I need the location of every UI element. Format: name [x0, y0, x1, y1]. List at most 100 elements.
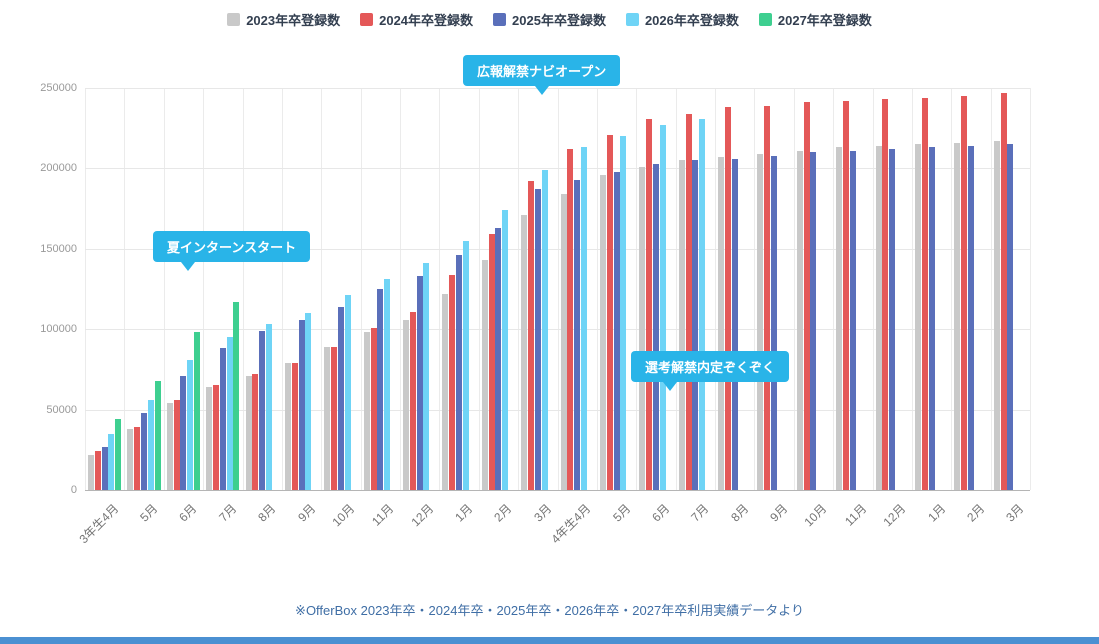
bar — [764, 105, 771, 490]
bar — [409, 311, 416, 490]
x-axis-label: 9月 — [767, 501, 791, 525]
bar — [226, 337, 233, 490]
x-axis-label: 6月 — [649, 501, 673, 525]
bar — [284, 362, 291, 490]
source-note: ※OfferBox 2023年卒・2024年卒・2025年卒・2026年卒・20… — [295, 603, 804, 618]
bar — [108, 433, 115, 490]
bar — [495, 227, 502, 490]
bar — [928, 147, 935, 490]
legend-swatch-icon — [227, 13, 241, 26]
gridline — [85, 409, 1030, 411]
bar — [233, 301, 240, 490]
gridline — [242, 88, 244, 490]
annotation-selection-offers: 選考解禁内定ぞくぞく — [631, 351, 790, 391]
legend-item[interactable]: 2027年卒登録数 — [758, 10, 872, 29]
bar — [836, 147, 843, 490]
bar — [363, 332, 370, 490]
bar — [147, 399, 154, 490]
gridline — [1030, 88, 1031, 490]
legend-label: 2025年卒登録数 — [512, 13, 606, 28]
bar — [481, 260, 488, 490]
bar — [502, 210, 509, 490]
gridline — [439, 88, 441, 490]
bar — [344, 295, 351, 490]
bar — [331, 346, 338, 490]
gridline — [951, 88, 953, 490]
bar — [771, 155, 778, 490]
bar — [606, 134, 613, 490]
bar — [298, 319, 305, 490]
bar — [305, 313, 312, 490]
gridline — [793, 88, 795, 490]
y-axis-label: 100000 — [40, 323, 77, 336]
legend-swatch-icon — [360, 13, 374, 26]
bar — [403, 319, 410, 490]
gridline — [990, 88, 992, 490]
x-axis-label: 8月 — [727, 501, 752, 525]
gridline — [360, 88, 362, 490]
legend-item[interactable]: 2024年卒登録数 — [360, 10, 473, 29]
bar — [337, 306, 344, 490]
bar — [528, 181, 534, 490]
gridline — [911, 88, 913, 490]
bar — [875, 145, 882, 490]
bar — [685, 113, 692, 490]
gridline — [124, 88, 126, 490]
bar — [613, 171, 620, 490]
bar — [659, 124, 666, 490]
bar — [134, 427, 141, 490]
bottom-accent-bar — [0, 637, 1099, 644]
x-axis-label: 8月 — [255, 501, 279, 525]
gridline — [400, 88, 401, 490]
x-axis-line — [85, 490, 1030, 491]
bar — [699, 118, 706, 490]
x-axis-label: 11月 — [841, 501, 870, 529]
gridline — [85, 248, 1030, 250]
bar — [993, 141, 1000, 490]
bar — [213, 385, 219, 490]
gridline — [636, 88, 638, 490]
bar — [154, 380, 161, 490]
bar — [101, 446, 108, 490]
x-axis-label: 9月 — [294, 501, 318, 525]
legend-item[interactable]: 2026年卒登録数 — [625, 10, 739, 29]
bar — [567, 149, 574, 490]
bar — [259, 330, 266, 490]
bar — [141, 412, 148, 490]
bar — [889, 149, 896, 490]
bar — [574, 179, 581, 490]
y-axis-label: 200000 — [40, 162, 77, 175]
bar — [796, 150, 803, 490]
bar — [187, 359, 194, 490]
bar — [416, 276, 423, 490]
bar — [849, 150, 856, 490]
gridline — [715, 88, 716, 490]
legend-item[interactable]: 2023年卒登録数 — [227, 10, 340, 29]
bar — [252, 374, 259, 490]
gridline — [85, 168, 1030, 170]
legend-swatch-icon — [493, 13, 507, 26]
legend-item[interactable]: 2025年卒登録数 — [493, 10, 606, 29]
bar — [967, 145, 974, 490]
bar — [206, 387, 213, 490]
bar — [324, 346, 331, 490]
bar — [449, 274, 456, 490]
x-axis-label: 10月 — [329, 501, 358, 530]
bar — [127, 428, 134, 490]
legend-swatch-icon — [758, 13, 772, 26]
bar — [541, 170, 548, 490]
bar — [180, 375, 187, 490]
x-axis-label: 12月 — [880, 501, 909, 530]
bar — [678, 160, 685, 490]
bar — [803, 102, 810, 490]
x-axis-label: 7月 — [216, 501, 240, 525]
bar — [882, 99, 889, 490]
bar — [94, 451, 101, 490]
gridline — [596, 88, 598, 490]
gridline — [478, 88, 480, 490]
x-axis-label: 3月 — [1003, 501, 1027, 525]
bar — [731, 158, 738, 490]
gridline — [203, 88, 205, 490]
legend-label: 2026年卒登録数 — [644, 13, 739, 28]
